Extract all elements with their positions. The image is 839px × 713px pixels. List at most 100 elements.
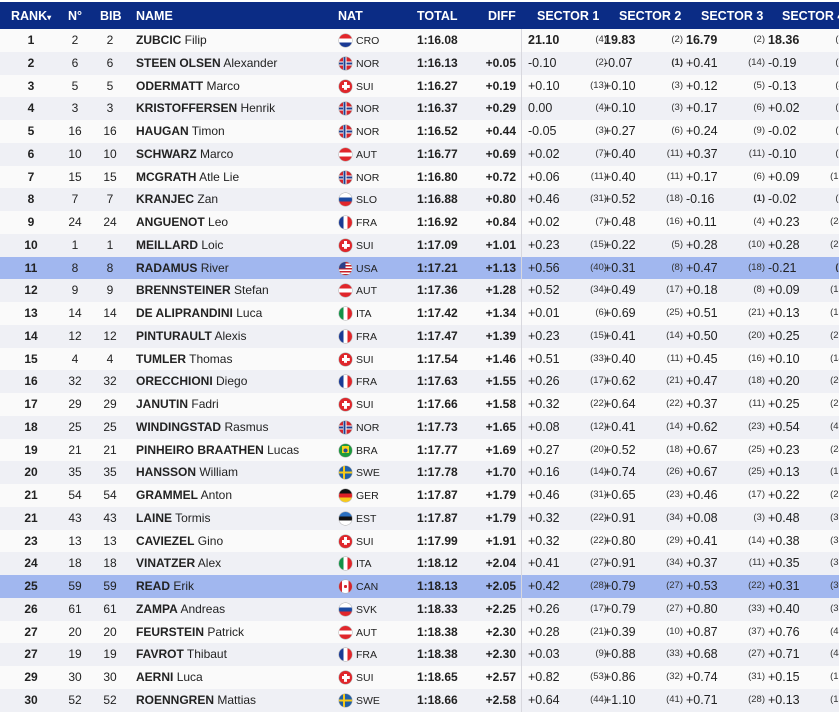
table-row[interactable]: 18 25 25 WINDINGSTAD Rasmus NOR 1:17.73 … — [0, 415, 839, 439]
table-row[interactable]: 14 12 12 PINTURAULT Alexis FRA 1:17.47 +… — [0, 324, 839, 348]
sector-3-rank: (33) — [748, 602, 765, 614]
sector-2-rank: (34) — [666, 511, 683, 523]
column-header-name[interactable]: NAME — [136, 9, 173, 23]
table-row[interactable]: 19 21 21 PINHEIRO BRAATHEN Lucas BRA 1:1… — [0, 438, 839, 462]
athlete-name[interactable]: CAVIEZEL Gino — [136, 530, 223, 553]
sector-3-time: +0.08 — [686, 510, 718, 525]
athlete-name[interactable]: PINTURAULT Alexis — [136, 325, 246, 348]
table-row[interactable]: 5 16 16 HAUGAN Timon NOR 1:16.52 +0.44 -0… — [0, 120, 839, 143]
sector-2-rank: (14) — [666, 329, 683, 341]
column-header-sector-2[interactable]: SECTOR 2 — [619, 9, 682, 23]
athlete-name[interactable]: KRANJEC Zan — [136, 188, 218, 211]
athlete-name[interactable]: STEEN OLSEN Alexander — [136, 52, 277, 75]
athlete-name[interactable]: JANUTIN Fadri — [136, 393, 219, 416]
sector-1-rank: (17) — [590, 375, 607, 387]
table-row[interactable]: 9 24 24 ANGUENOT Leo FRA 1:16.92 +0.84 +0… — [0, 211, 839, 234]
athlete-name[interactable]: FEURSTEIN Patrick — [136, 621, 244, 644]
table-row[interactable]: 13 14 14 DE ALIPRANDINI Luca ITA 1:17.42… — [0, 302, 839, 325]
table-row[interactable]: 23 13 13 CAVIEZEL Gino SUI 1:17.99 +1.91… — [0, 529, 839, 553]
sector-4-time: +0.09 — [768, 169, 800, 184]
table-row[interactable]: 8 7 7 KRANJEC Zan SLO 1:16.88 +0.80 +0.46… — [0, 188, 839, 211]
athlete-name[interactable]: HANSSON William — [136, 461, 238, 484]
column-header-total[interactable]: TOTAL — [417, 9, 458, 23]
table-row[interactable]: 30 52 52 ROENNGREN Mattias SWE 1:18.66 +… — [0, 688, 839, 712]
column-header-bib[interactable]: BIB — [100, 9, 122, 23]
athlete-first-name: Mattias — [217, 692, 257, 707]
table-row[interactable]: 12 9 9 BRENNSTEINER Stefan AUT 1:17.36 +… — [0, 279, 839, 302]
athlete-first-name: Marco — [200, 146, 234, 161]
table-row[interactable]: 10 1 1 MEILLARD Loic SUI 1:17.09 +1.01 +0… — [0, 233, 839, 257]
athlete-name[interactable]: GRAMMEL Anton — [136, 484, 232, 507]
athlete-name[interactable]: ORECCHIONI Diego — [136, 370, 247, 393]
column-header-sector-3[interactable]: SECTOR 3 — [701, 9, 764, 23]
sector-4-time: +0.40 — [768, 601, 800, 616]
table-row[interactable]: 24 18 18 VINATZER Alex ITA 1:18.12 +2.04… — [0, 552, 839, 575]
diff-time: +0.69 — [485, 146, 516, 161]
athlete-name[interactable]: ROENNGREN Mattias — [136, 689, 256, 712]
athlete-first-name: Alexander — [223, 55, 278, 70]
athlete-name[interactable]: ANGUENOT Leo — [136, 211, 228, 234]
athlete-name[interactable]: PINHEIRO BRAATHEN Lucas — [136, 439, 299, 462]
athlete-name[interactable]: LAINE Tormis — [136, 507, 210, 530]
table-row[interactable]: 29 30 30 AERNI Luca SUI 1:18.65 +2.57 +0.… — [0, 666, 839, 689]
flag-sui-icon — [339, 238, 352, 252]
athlete-name[interactable]: KRISTOFFERSEN Henrik — [136, 97, 275, 120]
sector-3-time: +0.37 — [686, 146, 718, 161]
athlete-name[interactable]: MEILLARD Loic — [136, 234, 223, 257]
sector-1-time: +0.01 — [528, 306, 560, 320]
table-row[interactable]: 17 29 29 JANUTIN Fadri SUI 1:17.66 +1.58… — [0, 393, 839, 416]
table-row[interactable]: 2 6 6 STEEN OLSEN Alexander NOR 1:16.13 … — [0, 51, 839, 75]
table-row[interactable]: 4 3 3 KRISTOFFERSEN Henrik NOR 1:16.37 +… — [0, 97, 839, 120]
athlete-name[interactable]: VINATZER Alex — [136, 552, 221, 575]
table-row[interactable]: 15 4 4 TUMLER Thomas SUI 1:17.54 +1.46 +0… — [0, 347, 839, 371]
athlete-name[interactable]: ODERMATT Marco — [136, 75, 240, 98]
table-row[interactable]: 16 32 32 ORECCHIONI Diego FRA 1:17.63 +1… — [0, 370, 839, 393]
athlete-name[interactable]: RADAMUS River — [136, 257, 229, 280]
athlete-name[interactable]: ZUBCIC Filip — [136, 29, 207, 52]
table-row[interactable]: 20 35 35 HANSSON William SWE 1:17.78 +1.… — [0, 461, 839, 484]
column-header-nat[interactable]: NAT — [338, 9, 363, 23]
table-row[interactable]: 21 43 43 LAINE Tormis EST 1:17.87 +1.79 +… — [0, 506, 839, 530]
rank-cell: 5 — [27, 124, 35, 138]
athlete-name[interactable]: AERNI Luca — [136, 666, 203, 689]
athlete-name[interactable]: DE ALIPRANDINI Luca — [136, 302, 262, 325]
athlete-name[interactable]: ZAMPA Andreas — [136, 598, 225, 621]
table-row[interactable]: 3 5 5 ODERMATT Marco SUI 1:16.27 +0.19 +0… — [0, 74, 839, 98]
athlete-name[interactable]: SCHWARZ Marco — [136, 143, 233, 166]
sector-2-time: +0.91 — [604, 510, 636, 525]
column-header-sector-4[interactable]: SECTOR 4 — [782, 9, 839, 23]
sector-4-time: -0.21 — [768, 260, 797, 275]
table-row[interactable]: 1 2 2 ZUBCIC Filip CRO 1:16.08 21.10 (4)… — [0, 29, 839, 52]
table-row[interactable]: 7 15 15 MCGRATH Atle Lie NOR 1:16.80 +0.… — [0, 165, 839, 189]
flag-can-icon — [339, 580, 352, 593]
rank-cell: 12 — [24, 283, 38, 298]
sector-3-time: +0.53 — [686, 579, 718, 593]
table-row[interactable]: 27 19 19 FAVROT Thibaut FRA 1:18.38 +2.3… — [0, 643, 839, 666]
total-time: 1:16.77 — [417, 146, 458, 161]
column-header-rank[interactable]: RANK▾ — [11, 9, 52, 23]
column-header-no[interactable]: N° — [68, 9, 83, 23]
athlete-name[interactable]: HAUGAN Timon — [136, 120, 225, 143]
sector-4-time: +0.13 — [768, 692, 800, 707]
athlete-name[interactable]: BRENNSTEINER Stefan — [136, 279, 269, 302]
table-row[interactable]: 21 54 54 GRAMMEL Anton GER 1:17.87 +1.79… — [0, 484, 839, 507]
athlete-name[interactable]: MCGRATH Atle Lie — [136, 166, 239, 189]
athlete-name[interactable]: WINDINGSTAD Rasmus — [136, 416, 268, 439]
diff-time: +0.80 — [485, 192, 516, 207]
flag-nor-icon — [339, 170, 352, 184]
table-row[interactable]: 11 8 8 RADAMUS River USA 1:17.21 +1.13 +0… — [0, 256, 839, 280]
athlete-name[interactable]: TUMLER Thomas — [136, 348, 232, 371]
total-time: 1:17.66 — [417, 397, 458, 411]
table-row[interactable]: 27 20 20 FEURSTEIN Patrick AUT 1:18.38 +… — [0, 620, 839, 644]
column-header-diff[interactable]: DIFF — [488, 9, 516, 23]
table-row[interactable]: 6 10 10 SCHWARZ Marco AUT 1:16.77 +0.69 +… — [0, 142, 839, 166]
athlete-name[interactable]: READ Erik — [136, 575, 194, 598]
table-row[interactable]: 25 59 59 READ Erik CAN 1:18.13 +2.05 +0.4… — [0, 575, 839, 598]
start-number-cell: 25 — [68, 419, 82, 434]
table-row[interactable]: 26 61 61 ZAMPA Andreas SVK 1:18.33 +2.25… — [0, 597, 839, 621]
athlete-name[interactable]: FAVROT Thibaut — [136, 643, 227, 666]
sector-1-time: +0.51 — [528, 351, 560, 366]
total-time: 1:16.88 — [417, 192, 458, 207]
nation-code: BRA — [356, 444, 378, 457]
column-header-sector-1[interactable]: SECTOR 1 — [537, 9, 600, 23]
